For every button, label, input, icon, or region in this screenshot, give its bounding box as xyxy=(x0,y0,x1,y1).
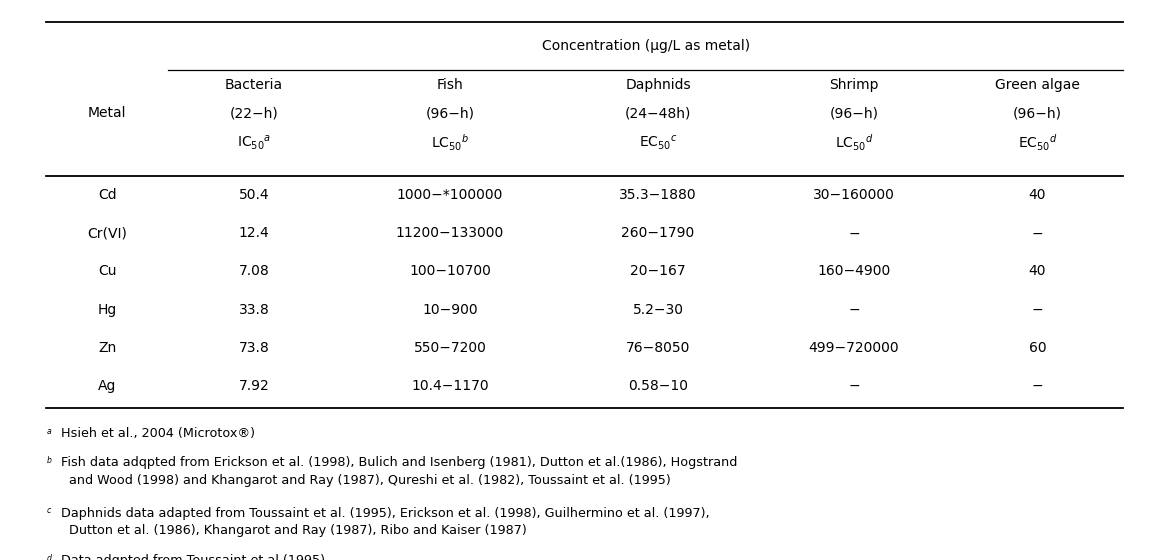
Text: Ag: Ag xyxy=(98,379,116,393)
Text: Green algae: Green algae xyxy=(995,78,1079,92)
Text: Hsieh et al., 2004 (Microtox®): Hsieh et al., 2004 (Microtox®) xyxy=(61,427,255,440)
Text: $^{d}$: $^{d}$ xyxy=(46,554,53,560)
Text: LC$_{50}$$^{d}$: LC$_{50}$$^{d}$ xyxy=(834,132,873,152)
Text: 1000−*100000: 1000−*100000 xyxy=(396,188,503,202)
Text: 7.92: 7.92 xyxy=(238,379,270,393)
Text: 40: 40 xyxy=(1029,264,1046,278)
Text: Metal: Metal xyxy=(88,106,127,120)
Text: Cr(VI): Cr(VI) xyxy=(88,226,127,240)
Text: IC$_{50}$$^{a}$: IC$_{50}$$^{a}$ xyxy=(237,133,271,152)
Text: $^{a}$: $^{a}$ xyxy=(46,427,53,437)
Text: Hg: Hg xyxy=(98,302,116,316)
Text: Bacteria: Bacteria xyxy=(225,78,283,92)
Text: Daphnids data adapted from Toussaint et al. (1995), Erickson et al. (1998), Guil: Daphnids data adapted from Toussaint et … xyxy=(61,507,710,537)
Text: EC$_{50}$$^{c}$: EC$_{50}$$^{c}$ xyxy=(638,133,677,152)
Text: Cu: Cu xyxy=(98,264,116,278)
Text: LC$_{50}$$^{b}$: LC$_{50}$$^{b}$ xyxy=(431,132,469,152)
Text: 10−900: 10−900 xyxy=(422,302,478,316)
Text: 73.8: 73.8 xyxy=(238,340,270,354)
Text: (24−48h): (24−48h) xyxy=(624,107,691,121)
Text: 160−4900: 160−4900 xyxy=(817,264,890,278)
Text: −: − xyxy=(848,302,859,316)
Text: 12.4: 12.4 xyxy=(238,226,270,240)
Text: −: − xyxy=(1032,302,1044,316)
Text: $^{b}$: $^{b}$ xyxy=(46,456,53,466)
Text: EC$_{50}$$^{d}$: EC$_{50}$$^{d}$ xyxy=(1017,132,1058,152)
Text: 60: 60 xyxy=(1029,340,1046,354)
Text: 50.4: 50.4 xyxy=(238,188,270,202)
Text: −: − xyxy=(1032,379,1044,393)
Text: 5.2−30: 5.2−30 xyxy=(632,302,683,316)
Text: −: − xyxy=(848,226,859,240)
Text: 35.3−1880: 35.3−1880 xyxy=(620,188,697,202)
Text: 30−160000: 30−160000 xyxy=(813,188,895,202)
Text: 11200−133000: 11200−133000 xyxy=(396,226,505,240)
Text: Data adqpted from Toussaint et al (1995): Data adqpted from Toussaint et al (1995) xyxy=(61,554,325,560)
Text: −: − xyxy=(848,379,859,393)
Text: 10.4−1170: 10.4−1170 xyxy=(411,379,488,393)
Text: −: − xyxy=(1032,226,1044,240)
Text: 550−7200: 550−7200 xyxy=(414,340,486,354)
Text: $^{c}$: $^{c}$ xyxy=(46,507,52,517)
Text: 499−720000: 499−720000 xyxy=(809,340,900,354)
Text: 40: 40 xyxy=(1029,188,1046,202)
Text: Fish data adqpted from Erickson et al. (1998), Bulich and Isenberg (1981), Dutto: Fish data adqpted from Erickson et al. (… xyxy=(61,456,737,487)
Text: 20−167: 20−167 xyxy=(630,264,685,278)
Text: Cd: Cd xyxy=(98,188,116,202)
Text: 0.58−10: 0.58−10 xyxy=(628,379,688,393)
Text: Daphnids: Daphnids xyxy=(626,78,691,92)
Text: 260−1790: 260−1790 xyxy=(621,226,695,240)
Text: 33.8: 33.8 xyxy=(238,302,270,316)
Text: (22−h): (22−h) xyxy=(229,107,279,121)
Text: (96−h): (96−h) xyxy=(425,107,475,121)
Text: Concentration (μg/L as metal): Concentration (μg/L as metal) xyxy=(541,39,750,53)
Text: Zn: Zn xyxy=(98,340,116,354)
Text: (96−h): (96−h) xyxy=(829,107,879,121)
Text: Fish: Fish xyxy=(437,78,463,92)
Text: (96−h): (96−h) xyxy=(1013,107,1062,121)
Text: 7.08: 7.08 xyxy=(238,264,270,278)
Text: Shrimp: Shrimp xyxy=(829,78,879,92)
Text: 76−8050: 76−8050 xyxy=(626,340,690,354)
Text: 100−10700: 100−10700 xyxy=(409,264,491,278)
